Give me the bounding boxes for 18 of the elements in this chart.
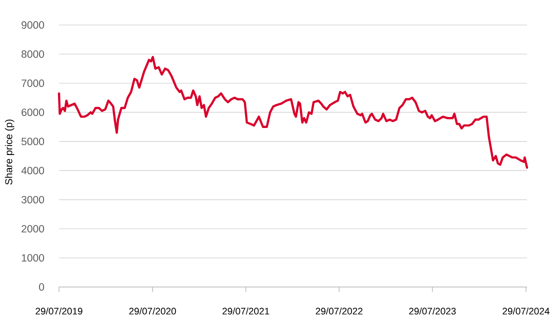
x-tick-label: 29/07/2023 <box>409 308 456 315</box>
y-tick-label: 5000 <box>22 138 44 146</box>
x-tick-label: 29/07/2020 <box>129 308 176 315</box>
y-tick-label: 2000 <box>22 225 44 233</box>
line-series <box>58 56 528 169</box>
y-tick-label: 9000 <box>22 21 44 29</box>
y-tick-label: 4000 <box>21 166 44 174</box>
y-tick-label: 1000 <box>22 254 44 262</box>
y-axis-title: Share price (p) <box>4 120 14 185</box>
x-tick-label: 29/07/2019 <box>36 308 82 315</box>
y-tick-label: 0 <box>39 283 44 291</box>
y-tick-label: 6000 <box>22 108 44 116</box>
x-tick-label: 29/07/2022 <box>316 308 362 315</box>
x-tick-label: 29/07/2024 <box>502 308 550 315</box>
y-tick-label: 3000 <box>22 196 44 204</box>
x-tick-label: 29/07/2021 <box>222 308 270 315</box>
y-tick-label: 7000 <box>22 80 44 87</box>
y-tick-label: 8000 <box>22 50 44 58</box>
